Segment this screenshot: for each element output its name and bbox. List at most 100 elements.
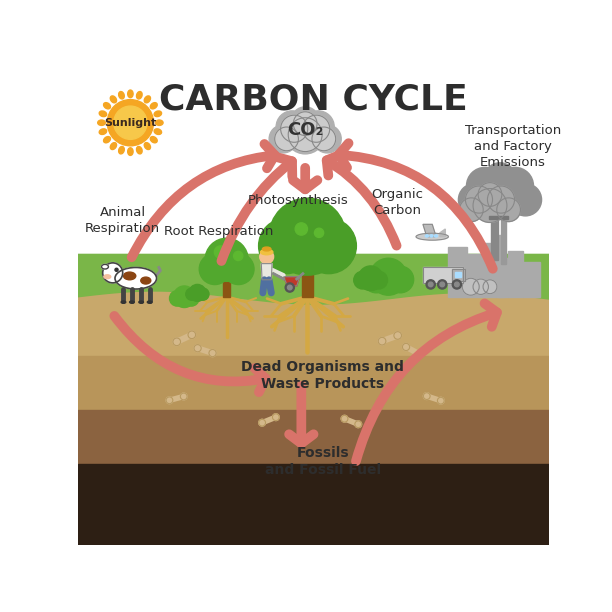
- Circle shape: [107, 100, 154, 146]
- Circle shape: [288, 118, 322, 152]
- Bar: [491, 217, 498, 259]
- Ellipse shape: [136, 92, 142, 99]
- Circle shape: [269, 125, 297, 153]
- Polygon shape: [78, 291, 550, 356]
- Circle shape: [438, 397, 444, 404]
- Circle shape: [291, 107, 319, 135]
- Circle shape: [205, 238, 248, 282]
- Ellipse shape: [110, 96, 116, 103]
- Circle shape: [209, 349, 216, 357]
- Circle shape: [178, 293, 191, 305]
- Ellipse shape: [99, 129, 106, 135]
- Circle shape: [115, 268, 118, 271]
- Circle shape: [293, 112, 317, 135]
- Circle shape: [378, 337, 386, 345]
- Bar: [455, 272, 461, 277]
- Circle shape: [312, 127, 335, 151]
- Ellipse shape: [102, 264, 108, 269]
- Ellipse shape: [147, 301, 152, 304]
- Circle shape: [103, 263, 122, 283]
- Ellipse shape: [435, 235, 438, 237]
- Circle shape: [197, 288, 209, 300]
- Circle shape: [288, 285, 292, 290]
- Circle shape: [303, 115, 330, 142]
- Bar: [489, 216, 499, 219]
- Bar: [452, 269, 465, 282]
- Text: Animal
Respiration: Animal Respiration: [85, 206, 160, 235]
- Ellipse shape: [155, 120, 163, 125]
- Ellipse shape: [154, 111, 162, 117]
- Bar: [501, 217, 506, 264]
- Circle shape: [315, 228, 324, 237]
- Ellipse shape: [430, 235, 433, 237]
- Bar: [452, 269, 465, 282]
- Circle shape: [387, 266, 414, 293]
- Circle shape: [259, 419, 266, 426]
- Bar: [482, 243, 496, 297]
- Polygon shape: [283, 277, 300, 286]
- Circle shape: [416, 351, 424, 358]
- Circle shape: [428, 282, 433, 287]
- Bar: [508, 250, 523, 297]
- Circle shape: [460, 198, 483, 222]
- Polygon shape: [78, 255, 550, 304]
- Circle shape: [194, 345, 201, 352]
- Circle shape: [114, 106, 147, 140]
- Text: Transportation
and Factory
Emissions: Transportation and Factory Emissions: [465, 124, 561, 169]
- Ellipse shape: [119, 92, 124, 99]
- Circle shape: [276, 111, 308, 143]
- Circle shape: [377, 269, 400, 291]
- Ellipse shape: [151, 136, 157, 143]
- Circle shape: [487, 186, 515, 213]
- Circle shape: [275, 127, 299, 151]
- Text: Sunlight: Sunlight: [104, 118, 157, 128]
- Bar: [499, 216, 508, 219]
- Ellipse shape: [119, 146, 124, 154]
- Text: Photosynthesis: Photosynthesis: [248, 195, 349, 207]
- Ellipse shape: [121, 301, 126, 304]
- Bar: [496, 258, 508, 297]
- Circle shape: [440, 282, 444, 287]
- Circle shape: [462, 278, 479, 295]
- Circle shape: [424, 393, 430, 400]
- Bar: [78, 410, 550, 464]
- Circle shape: [184, 291, 199, 306]
- Circle shape: [269, 198, 346, 275]
- Circle shape: [200, 253, 230, 285]
- Circle shape: [403, 343, 409, 351]
- Text: Root Respiration: Root Respiration: [164, 225, 274, 238]
- Circle shape: [174, 286, 195, 307]
- Bar: [423, 267, 463, 283]
- Circle shape: [285, 283, 294, 292]
- Circle shape: [189, 285, 206, 301]
- Bar: [498, 235, 504, 297]
- Ellipse shape: [263, 247, 271, 251]
- Circle shape: [496, 167, 534, 204]
- Ellipse shape: [103, 103, 111, 109]
- Polygon shape: [261, 264, 272, 280]
- Circle shape: [458, 184, 491, 216]
- Text: Dead Organisms and
Waste Products: Dead Organisms and Waste Products: [242, 360, 405, 391]
- Circle shape: [466, 167, 504, 204]
- Ellipse shape: [139, 301, 143, 304]
- Circle shape: [370, 271, 387, 289]
- Ellipse shape: [425, 235, 428, 237]
- Polygon shape: [423, 225, 436, 237]
- Circle shape: [223, 253, 254, 285]
- Ellipse shape: [124, 272, 136, 280]
- Circle shape: [186, 288, 198, 300]
- Ellipse shape: [128, 147, 133, 155]
- Circle shape: [426, 280, 435, 289]
- Circle shape: [272, 414, 279, 420]
- Circle shape: [341, 416, 348, 422]
- Text: Fossils
and Fossil Fuel: Fossils and Fossil Fuel: [265, 446, 381, 477]
- Circle shape: [181, 393, 187, 400]
- Circle shape: [355, 421, 362, 428]
- Ellipse shape: [136, 146, 142, 154]
- Circle shape: [358, 266, 383, 291]
- Bar: [467, 255, 482, 297]
- Bar: [523, 262, 540, 297]
- Circle shape: [438, 280, 447, 289]
- Ellipse shape: [154, 129, 162, 135]
- Circle shape: [302, 111, 334, 143]
